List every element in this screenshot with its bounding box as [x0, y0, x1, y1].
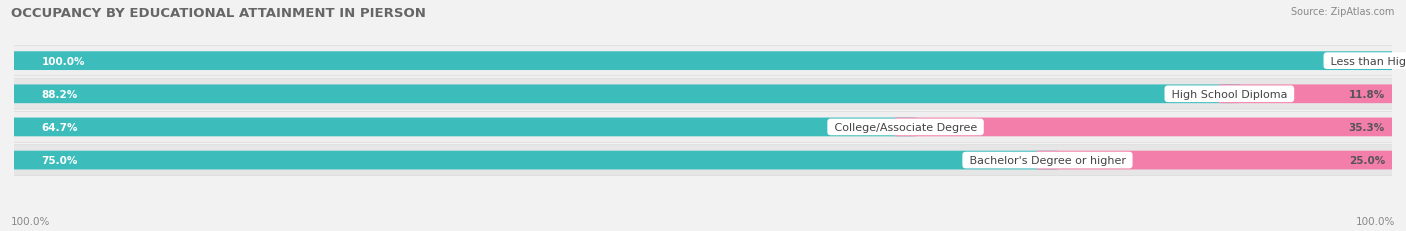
FancyBboxPatch shape — [1219, 85, 1399, 104]
FancyBboxPatch shape — [8, 79, 1398, 109]
Text: 88.2%: 88.2% — [42, 89, 77, 99]
FancyBboxPatch shape — [8, 145, 1398, 176]
FancyBboxPatch shape — [7, 118, 917, 137]
FancyBboxPatch shape — [1036, 151, 1399, 170]
FancyBboxPatch shape — [7, 52, 1403, 71]
Text: 100.0%: 100.0% — [1355, 216, 1395, 226]
Text: 64.7%: 64.7% — [42, 122, 79, 132]
Text: College/Associate Degree: College/Associate Degree — [831, 122, 980, 132]
Legend: Owner-occupied, Renter-occupied: Owner-occupied, Renter-occupied — [579, 228, 827, 231]
Text: 11.8%: 11.8% — [1348, 89, 1385, 99]
Text: OCCUPANCY BY EDUCATIONAL ATTAINMENT IN PIERSON: OCCUPANCY BY EDUCATIONAL ATTAINMENT IN P… — [11, 7, 426, 20]
FancyBboxPatch shape — [7, 85, 1240, 104]
Text: 35.3%: 35.3% — [1348, 122, 1385, 132]
Text: High School Diploma: High School Diploma — [1168, 89, 1291, 99]
FancyBboxPatch shape — [894, 118, 1399, 137]
Text: 100.0%: 100.0% — [42, 56, 86, 66]
FancyBboxPatch shape — [8, 112, 1398, 143]
Text: 100.0%: 100.0% — [11, 216, 51, 226]
Text: Source: ZipAtlas.com: Source: ZipAtlas.com — [1291, 7, 1395, 17]
Text: Less than High School: Less than High School — [1327, 56, 1406, 66]
FancyBboxPatch shape — [8, 46, 1398, 76]
Text: Bachelor's Degree or higher: Bachelor's Degree or higher — [966, 155, 1129, 165]
Text: 25.0%: 25.0% — [1348, 155, 1385, 165]
FancyBboxPatch shape — [7, 151, 1059, 170]
Text: 75.0%: 75.0% — [42, 155, 77, 165]
